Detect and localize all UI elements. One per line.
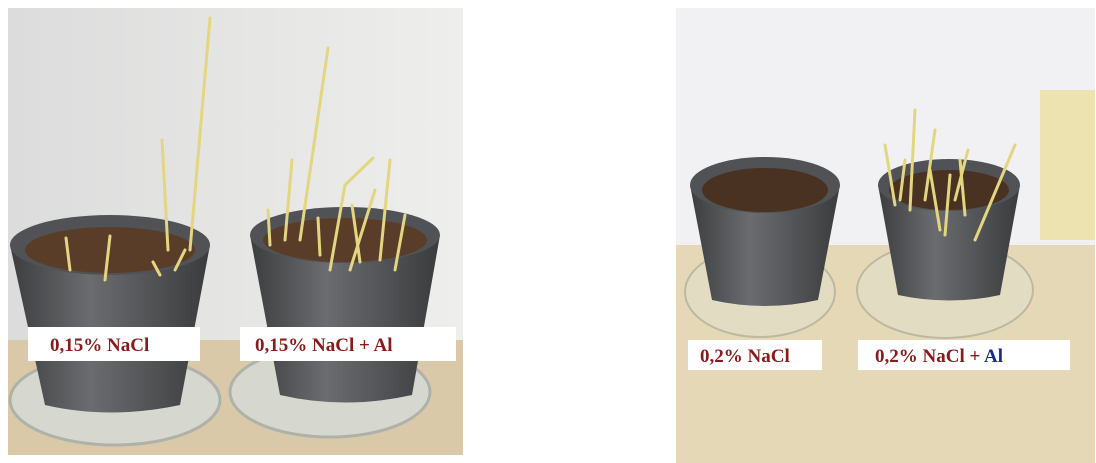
photo-left: 0,15% NaCl 0,15% NaCl + Al [8,8,463,455]
label: 0,15% NaCl + Al [255,335,393,356]
photo-right: 0,2% NaCl 0,2% NaCl + Al [676,8,1095,463]
label: 0,2% NaCl [700,346,790,367]
label: 0,15% NaCl [50,335,149,356]
label: 0,2% NaCl + Al [875,346,1003,367]
